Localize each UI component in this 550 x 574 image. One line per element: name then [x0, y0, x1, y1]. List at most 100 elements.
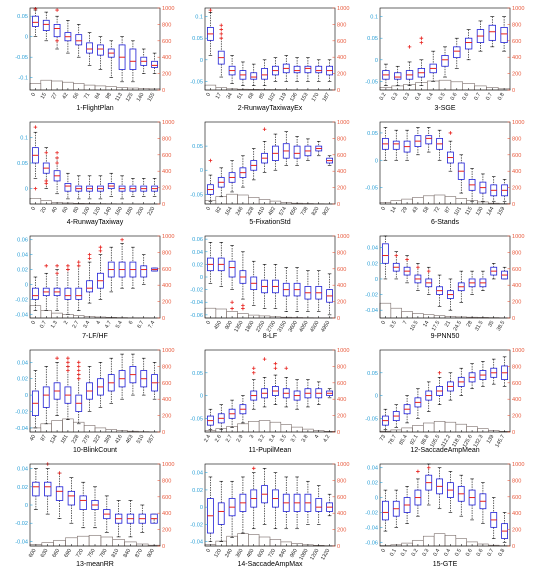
x-tick-label: 870: [134, 548, 144, 559]
x-tick-label: 35: [487, 320, 495, 328]
x-tick-label: 0: [380, 206, 387, 212]
y2-tick-label: 800: [337, 250, 346, 256]
x-tick-label: 3.8: [301, 434, 310, 443]
outlier-mark: [219, 32, 223, 36]
outlier-mark: [58, 471, 62, 475]
box: [382, 244, 388, 264]
y2-tick-label: 200: [512, 186, 521, 192]
y2-tick-label: 1000: [337, 6, 349, 12]
y2-tick-label: 600: [162, 39, 171, 45]
y2-tick-label: 1000: [162, 6, 174, 12]
y2-tick-label: 800: [512, 136, 521, 142]
x-tick-label: 2.6: [214, 434, 223, 443]
box: [130, 49, 136, 70]
box: [141, 266, 147, 277]
y2-tick-label: 400: [162, 397, 171, 403]
outlier-mark: [66, 264, 70, 268]
y2-tick-label: 1000: [512, 234, 524, 240]
x-tick-label: 2700: [266, 320, 277, 333]
x-tick-label: 450: [213, 320, 223, 331]
x-tick-label: 14: [422, 320, 430, 328]
y2-tick-label: 800: [512, 250, 521, 256]
x-tick-label: 6.7: [137, 320, 146, 329]
outlier-mark: [252, 366, 256, 370]
y-tick-label: 0.04: [367, 246, 378, 252]
y-tick-label: -0.02: [190, 522, 203, 528]
x-tick-label: 125: [125, 92, 135, 103]
x-tick-label: 810: [111, 548, 121, 559]
outlier-mark: [55, 39, 59, 43]
y2-tick-label: 0: [512, 88, 515, 94]
outlier-mark: [99, 249, 103, 253]
box: [87, 281, 93, 292]
y2-tick-label: 1000: [512, 348, 524, 354]
box: [32, 288, 38, 299]
y2-tick-label: 600: [337, 495, 346, 501]
x-tick-label: 750: [87, 548, 97, 559]
y2-tick-label: 0: [337, 316, 340, 322]
y-tick-label: 0.04: [367, 466, 378, 472]
y-tick-label: -0.04: [365, 525, 378, 531]
y-tick-label: 0.05: [17, 161, 28, 167]
outlier-mark: [55, 356, 59, 360]
y-tick-label: -0.02: [365, 293, 378, 299]
y2-tick-label: 0: [337, 202, 340, 208]
y2-tick-label: 1000: [162, 234, 174, 240]
box: [294, 146, 300, 158]
x-tick-label: 119: [278, 92, 287, 102]
x-tick-label: 4050: [298, 320, 309, 333]
y-tick-label: 0.02: [192, 262, 203, 268]
x-tick-label: 0: [30, 92, 37, 98]
x-tick-label: 369: [103, 434, 113, 445]
y2-tick-label: 1000: [337, 348, 349, 354]
outlier-mark: [219, 36, 223, 40]
x-tick-label: 0.3: [402, 92, 411, 101]
x-tick-label: 3150: [277, 320, 288, 333]
x-tick-label: 840: [278, 548, 288, 559]
y2-tick-label: 800: [512, 364, 521, 370]
x-tick-label: 115: [464, 206, 473, 216]
outlier-mark: [274, 362, 278, 366]
box: [87, 43, 93, 53]
x-tick-label: 322: [92, 434, 102, 445]
y2-tick-label: 800: [162, 22, 171, 28]
outlier-mark: [420, 41, 424, 45]
x-tick-label: 21: [444, 320, 452, 328]
panel-title: 8-LF: [263, 333, 277, 340]
y2-tick-label: 0: [337, 88, 340, 94]
x-tick-label: 3.5: [389, 320, 398, 329]
x-tick-label: 181: [60, 434, 70, 445]
x-tick-label: 4: [95, 320, 102, 326]
box: [454, 47, 461, 58]
x-tick-label: 0.4: [426, 92, 435, 101]
outlier-mark: [230, 300, 234, 304]
y-tick-label: 0: [200, 505, 203, 511]
y2-tick-label: 1000: [337, 462, 349, 468]
x-tick-label: 630: [40, 548, 50, 559]
x-tick-label: 0.6: [476, 548, 485, 557]
x-tick-label: 1080: [298, 548, 309, 561]
outlier-mark: [55, 161, 59, 165]
y-tick-label: -0.05: [15, 55, 28, 61]
x-tick-label: 140: [103, 206, 113, 217]
outlier-mark: [44, 264, 48, 268]
box: [43, 20, 49, 30]
x-tick-label: 690: [63, 548, 73, 559]
y2-tick-label: 400: [337, 169, 346, 175]
x-tick-label: 2: [63, 320, 70, 326]
y2-tick-label: 1000: [162, 120, 174, 126]
x-tick-label: 7: [402, 320, 409, 326]
outlier-mark: [66, 356, 70, 360]
y2-tick-label: 1000: [512, 462, 524, 468]
y-tick-label: -0.05: [190, 79, 203, 85]
x-tick-label: 180: [125, 206, 135, 217]
y2-tick-label: 200: [512, 300, 521, 306]
y2-tick-label: 200: [162, 72, 171, 78]
x-tick-label: 3.4: [268, 434, 277, 443]
x-tick-label: 0.7: [487, 548, 496, 557]
y2-tick-label: 600: [512, 495, 521, 501]
box: [65, 184, 71, 192]
x-tick-label: 153: [300, 92, 310, 103]
